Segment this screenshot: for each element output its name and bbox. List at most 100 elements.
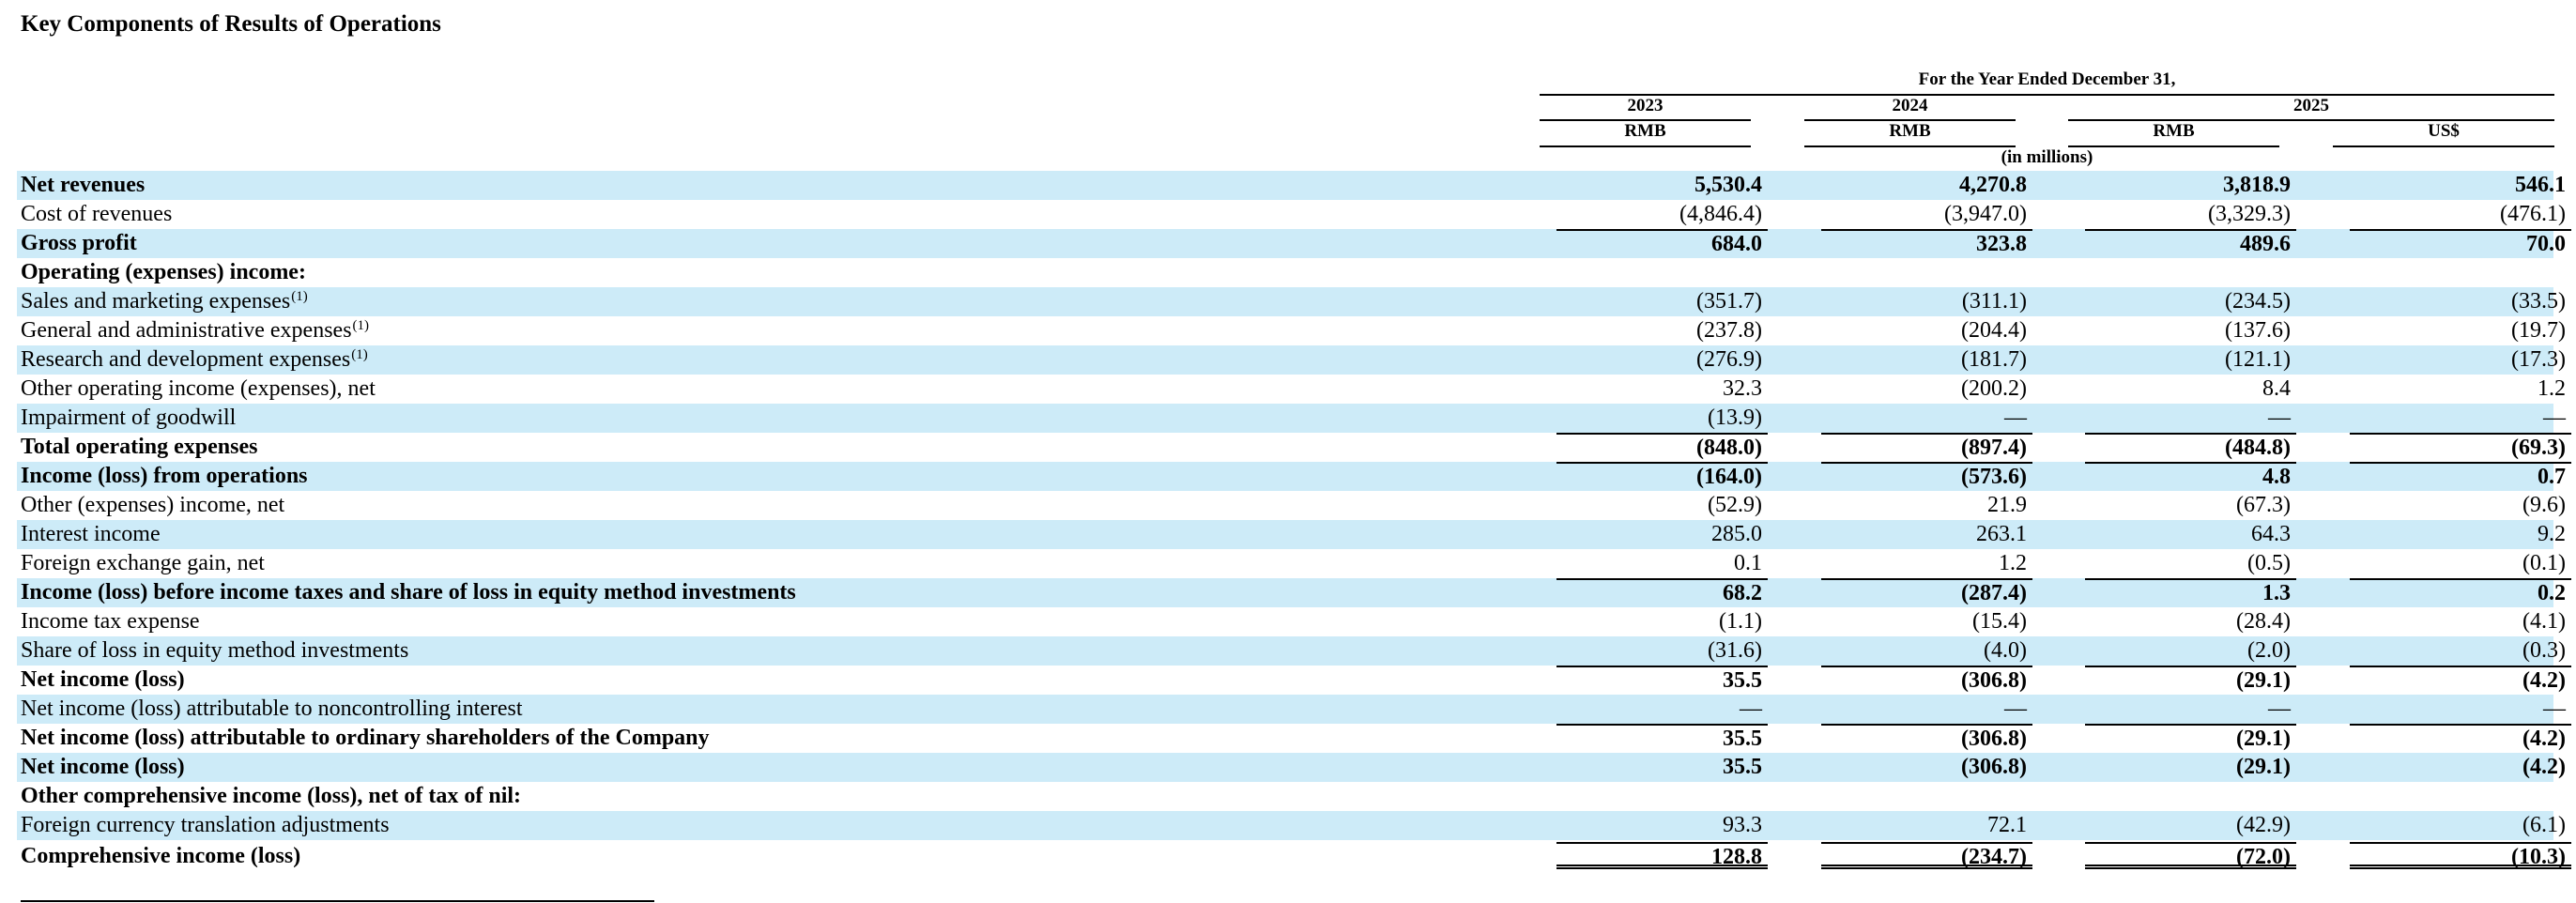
cell-2025-usd: (19.7) <box>2511 318 2566 343</box>
row-label: Income tax expense <box>21 609 200 634</box>
cell-2023-rmb: (351.7) <box>1696 289 1762 314</box>
year-header-2023: 2023 <box>1627 96 1664 115</box>
footnote-ref: (1) <box>291 289 308 304</box>
currency-underline-2023 <box>1540 145 1751 147</box>
table-row: Other (expenses) income, net (52.9) 21.9… <box>17 491 2566 520</box>
row-label: Net income (loss) attributable to ordina… <box>21 726 710 750</box>
cell-2024-rmb: (200.2) <box>1961 376 2027 401</box>
cell-2025-rmb: (121.1) <box>2225 347 2291 372</box>
cell-2024-rmb: (306.8) <box>1961 755 2027 779</box>
cell-2024-rmb: 72.1 <box>1987 813 2027 837</box>
cell-2024-rmb: (3,947.0) <box>1944 202 2027 226</box>
cell-2023-rmb: (276.9) <box>1696 347 1762 372</box>
cell-2025-usd: — <box>2543 696 2566 721</box>
table-row: Net income (loss) 35.5 (306.8) (29.1) (4… <box>17 666 2571 695</box>
table-row: Total operating expenses (848.0) (897.4)… <box>17 433 2571 462</box>
cell-2023-rmb: 684.0 <box>1556 229 1768 256</box>
row-label: Other (expenses) income, net <box>21 493 285 517</box>
cell-2024-rmb: (311.1) <box>1961 289 2027 314</box>
cell-2025-rmb: (28.4) <box>2236 609 2291 634</box>
cell-2023-rmb: 32.3 <box>1723 376 1762 401</box>
cell-2024-rmb: (204.4) <box>1961 318 2027 343</box>
cell-2024-rmb: (234.7) <box>1821 842 2032 869</box>
cell-2025-usd: — <box>2543 406 2566 430</box>
cell-2025-usd: (9.6) <box>2522 493 2566 517</box>
row-label: Net income (loss) <box>21 667 185 692</box>
cell-2025-rmb: (3,329.3) <box>2208 202 2291 226</box>
row-label: Total operating expenses <box>21 435 258 459</box>
row-label: Cost of revenues <box>21 202 173 226</box>
table-row: Operating (expenses) income: <box>17 258 2553 287</box>
cell-2025-usd: (0.1) <box>2522 551 2566 575</box>
period-header: For the Year Ended December 31, <box>1918 69 2176 89</box>
row-label: Interest income <box>21 522 161 546</box>
row-label: Research and development expenses(1) <box>21 345 368 375</box>
cell-2023-rmb: 93.3 <box>1723 813 1762 837</box>
cell-2024-rmb: — <box>2004 406 2027 430</box>
table-row: Income (loss) before income taxes and sh… <box>17 578 2571 607</box>
table-row: Cost of revenues (4,846.4) (3,947.0) (3,… <box>17 200 2566 229</box>
cell-2025-usd: 1.2 <box>2538 376 2566 401</box>
cell-2025-usd: (4.1) <box>2522 609 2566 634</box>
cell-2023-rmb: 128.8 <box>1556 842 1768 869</box>
cell-2024-rmb: 323.8 <box>1821 229 2032 256</box>
cell-2025-rmb: (42.9) <box>2236 813 2291 837</box>
cell-2025-usd: 0.2 <box>2350 578 2571 605</box>
cell-2023-rmb: — <box>1740 696 1762 721</box>
cell-2025-usd: (10.3) <box>2350 842 2571 869</box>
cell-2023-rmb: 68.2 <box>1556 578 1768 605</box>
cell-2025-rmb: (29.1) <box>2236 755 2291 779</box>
cell-2025-rmb: (234.5) <box>2225 289 2291 314</box>
cell-2025-rmb: (72.0) <box>2085 842 2296 869</box>
cell-2023-rmb: (52.9) <box>1708 493 1762 517</box>
cell-2024-rmb: 21.9 <box>1987 493 2027 517</box>
row-label: Sales and marketing expenses(1) <box>21 287 308 316</box>
cell-2024-rmb: (15.4) <box>1972 609 2027 634</box>
table-row: Other comprehensive income (loss), net o… <box>17 782 2553 811</box>
row-label: Operating (expenses) income: <box>21 260 306 284</box>
row-label: Share of loss in equity method investmen… <box>21 638 409 663</box>
table-row: Foreign exchange gain, net 0.1 1.2 (0.5)… <box>17 549 2566 578</box>
row-label: Net income (loss) <box>21 755 185 779</box>
cell-2025-rmb: (2.0) <box>2247 638 2291 663</box>
cell-2023-rmb: (164.0) <box>1556 462 1768 489</box>
period-underline <box>1540 94 2554 96</box>
currency-header-2023: RMB <box>1624 121 1666 141</box>
cell-2024-rmb: (897.4) <box>1821 433 2032 460</box>
currency-header-2024: RMB <box>1889 121 1931 141</box>
cell-2023-rmb: 285.0 <box>1711 522 1762 546</box>
row-label: Income (loss) before income taxes and sh… <box>21 580 796 605</box>
cell-2025-rmb: — <box>2268 696 2291 721</box>
cell-2024-rmb: (306.8) <box>1821 724 2032 751</box>
cell-2025-rmb: 1.3 <box>2085 578 2296 605</box>
footnote-ref: (1) <box>352 318 370 333</box>
cell-2024-rmb: (306.8) <box>1821 666 2032 693</box>
row-label: Income (loss) from operations <box>21 464 308 488</box>
cell-2024-rmb: (287.4) <box>1821 578 2032 605</box>
cell-2025-rmb: 8.4 <box>2262 376 2291 401</box>
table-row: Impairment of goodwill (13.9) — — — <box>17 404 2566 433</box>
cell-2025-usd: 9.2 <box>2538 522 2566 546</box>
currency-underline-2025-rmb <box>2068 145 2279 147</box>
table-row: Interest income 285.0 263.1 64.3 9.2 <box>17 520 2566 549</box>
footnote-ref: (1) <box>351 347 368 362</box>
cell-2023-rmb: (13.9) <box>1708 406 1762 430</box>
cell-2025-usd: (0.3) <box>2522 638 2566 663</box>
cell-2025-usd: (17.3) <box>2511 347 2566 372</box>
cell-2025-usd: (4.2) <box>2350 666 2571 693</box>
row-label: Foreign currency translation adjustments <box>21 813 390 837</box>
cell-2024-rmb: (181.7) <box>1961 347 2027 372</box>
row-label: Other operating income (expenses), net <box>21 376 376 401</box>
table-row: Gross profit 684.0 323.8 489.6 70.0 <box>17 229 2571 258</box>
units-label: (in millions) <box>2001 147 2093 167</box>
year-underline-2024 <box>1804 119 2016 121</box>
cell-2023-rmb: (848.0) <box>1556 433 1768 460</box>
cell-2024-rmb: 1.2 <box>1999 551 2027 575</box>
cell-2025-usd: (4.2) <box>2522 755 2566 779</box>
currency-header-2025-rmb: RMB <box>2153 121 2195 141</box>
cell-2025-rmb: (29.1) <box>2085 724 2296 751</box>
cell-2023-rmb: (237.8) <box>1696 318 1762 343</box>
cell-2023-rmb: 0.1 <box>1734 551 1762 575</box>
table-row: Net income (loss) attributable to noncon… <box>17 695 2566 724</box>
table-row: Net income (loss) 35.5 (306.8) (29.1) (4… <box>17 753 2566 782</box>
